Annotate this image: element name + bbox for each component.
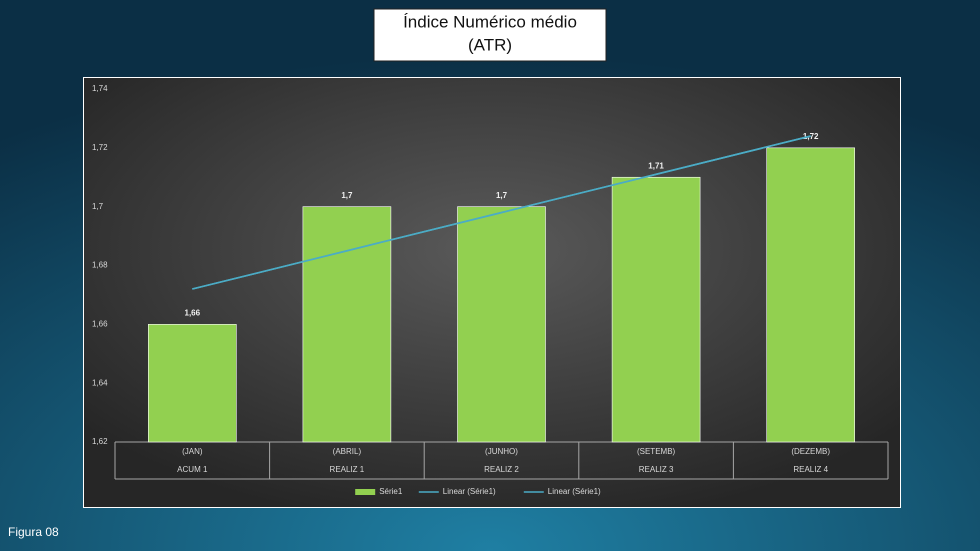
bar [148, 324, 237, 443]
x-tick-label: (DEZEMB) [791, 447, 830, 456]
legend-label: Série1 [379, 487, 403, 496]
x-group-label: REALIZ 4 [793, 465, 828, 474]
x-group-label: REALIZ 1 [330, 465, 365, 474]
chart-title: Índice Numérico médio [403, 12, 577, 31]
data-label: 1,71 [648, 161, 664, 170]
legend-swatch [355, 489, 376, 495]
x-tick-label: (SETEMB) [637, 447, 676, 456]
title-box [373, 8, 607, 62]
bar [611, 176, 701, 443]
data-label: 1,66 [185, 308, 201, 317]
x-tick-label: (ABRIL) [333, 447, 362, 456]
data-label: 1,7 [341, 191, 353, 200]
x-tick-label: (JAN) [182, 447, 203, 456]
y-tick-label: 1,66 [92, 319, 108, 328]
chart-subtitle: (ATR) [468, 35, 512, 54]
y-tick-label: 1,64 [92, 378, 108, 387]
bar [457, 206, 546, 443]
y-tick-label: 1,7 [92, 202, 104, 211]
x-group-label: ACUM 1 [177, 465, 208, 474]
y-tick-label: 1,74 [92, 84, 108, 93]
x-group-label: REALIZ 3 [639, 465, 674, 474]
bar [302, 206, 392, 443]
y-tick-label: 1,72 [92, 143, 108, 152]
figure-label: Figura 08 [8, 525, 59, 539]
legend-label: Linear (Série1) [443, 487, 496, 496]
y-tick-label: 1,62 [92, 437, 108, 446]
bar [766, 147, 856, 443]
x-tick-label: (JUNHO) [485, 447, 518, 456]
legend-label: Linear (Série1) [548, 487, 601, 496]
plot: 1,62 1,64 1,66 1,68 1,7 1,72 1,74 (JAN) ACUM 1 (A… [92, 84, 889, 496]
data-label: 1,72 [803, 132, 819, 141]
data-label: 1,7 [496, 191, 508, 200]
x-group-label: REALIZ 2 [484, 465, 519, 474]
trend-line [192, 135, 811, 290]
y-tick-label: 1,68 [92, 261, 108, 270]
